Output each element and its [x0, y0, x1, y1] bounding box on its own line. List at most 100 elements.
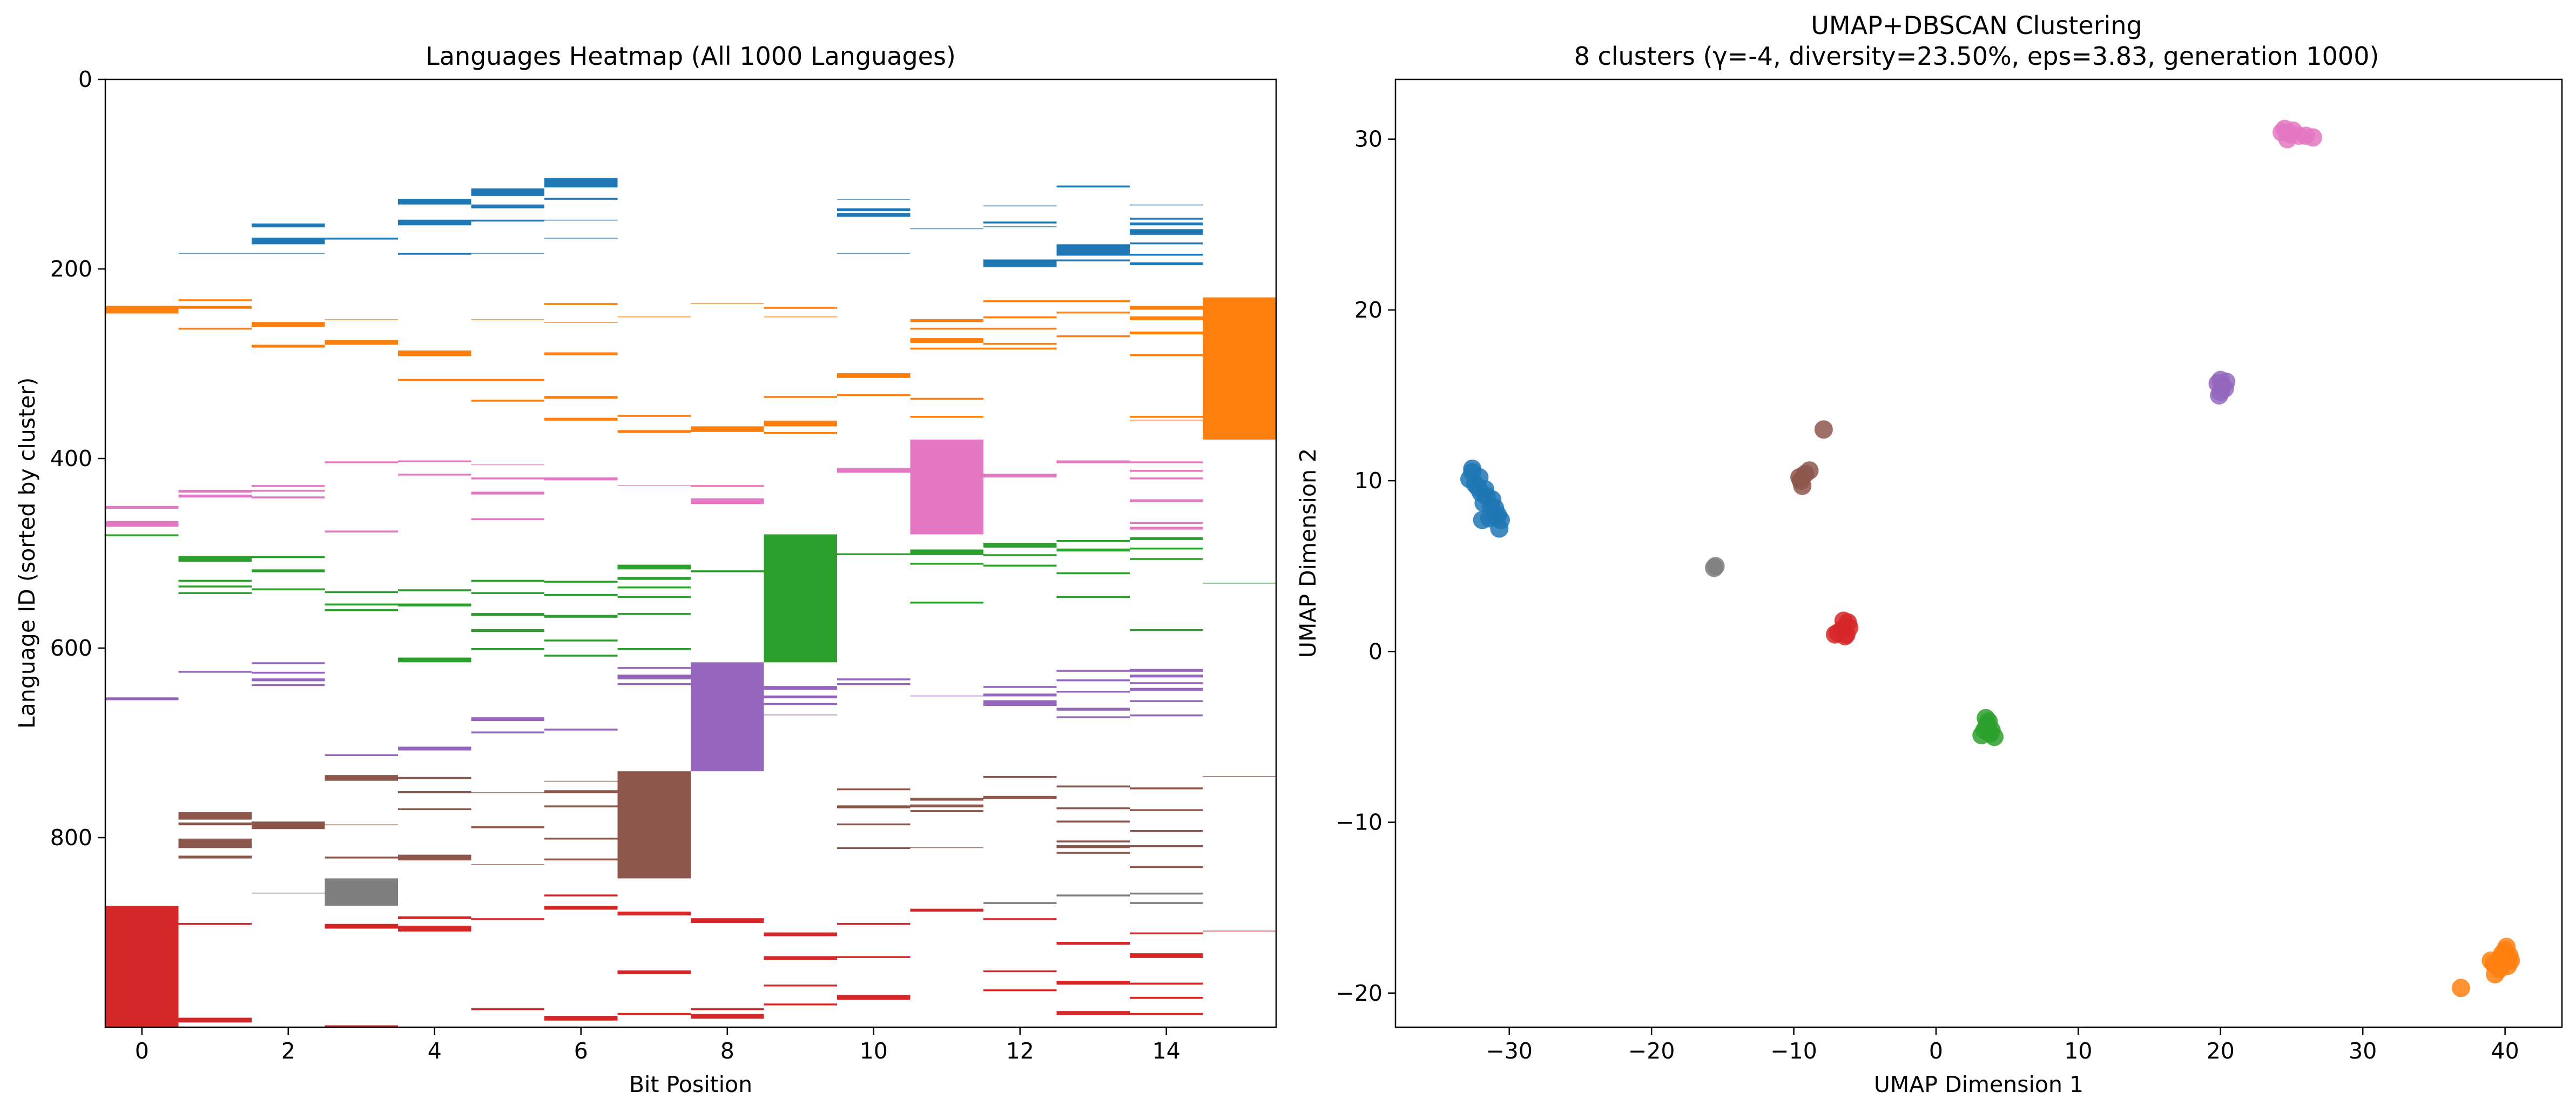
scatter-title-line-2: 8 clusters (γ=-4, diversity=23.50%, eps=…: [1574, 42, 2379, 71]
heatmap-cell: [910, 228, 983, 230]
heatmap-cell: [178, 838, 252, 848]
heatmap-cell: [837, 956, 911, 958]
heatmap-cell: [544, 780, 618, 782]
heatmap-x-label: Bit Position: [629, 1071, 752, 1097]
heatmap-cell: [617, 683, 691, 685]
heatmap-cell: [178, 585, 252, 588]
heatmap-block: [1203, 297, 1276, 440]
heatmap-cell: [1130, 809, 1203, 811]
heatmap-x-tick-label: 2: [281, 1038, 295, 1064]
scatter-y-tick-label: −20: [1336, 980, 1383, 1006]
heatmap-cell: [252, 556, 325, 558]
heatmap-cell: [1056, 894, 1130, 897]
heatmap-cell: [910, 549, 983, 556]
heatmap-cell: [471, 717, 544, 722]
heatmap-cell: [910, 563, 983, 565]
heatmap-cell: [1130, 461, 1203, 463]
scatter-x-tick-label: −10: [1770, 1038, 1817, 1064]
scatter-point: [2497, 938, 2516, 956]
heatmap-cell: [544, 615, 618, 618]
scatter-point: [2498, 956, 2517, 975]
heatmap-cell: [691, 426, 764, 432]
heatmap-cell: [1056, 244, 1130, 256]
heatmap-cell: [1130, 262, 1203, 265]
scatter-y-tick-label: 10: [1354, 468, 1383, 494]
heatmap-cells: [105, 178, 1276, 1027]
heatmap-block: [764, 534, 837, 663]
heatmap-x-tick-label: 6: [574, 1038, 588, 1064]
heatmap-cell: [1130, 204, 1203, 206]
scatter-point: [1790, 468, 1809, 487]
heatmap-cell: [910, 847, 983, 848]
heatmap-cell: [471, 648, 544, 650]
heatmap-cell: [837, 847, 911, 850]
heatmap-cell: [325, 1025, 398, 1027]
heatmap-cell: [983, 564, 1057, 567]
heatmap-x-tick-label: 8: [720, 1038, 734, 1064]
heatmap-x-tick-label: 0: [135, 1038, 149, 1064]
heatmap-cell: [398, 926, 471, 932]
heatmap-cell: [398, 916, 471, 919]
heatmap-cell: [252, 345, 325, 348]
heatmap-cell: [1056, 1011, 1130, 1015]
heatmap-cell: [325, 824, 398, 826]
heatmap-cell: [471, 477, 544, 480]
heatmap-cell: [1056, 707, 1130, 711]
heatmap-cell: [471, 400, 544, 402]
heatmap-cell: [544, 352, 618, 355]
heatmap-cell: [544, 322, 618, 324]
heatmap-cell: [252, 485, 325, 487]
heatmap-cell: [983, 686, 1057, 688]
heatmap-cell: [983, 700, 1057, 706]
heatmap-cell: [398, 808, 471, 811]
heatmap-cell: [544, 838, 618, 840]
heatmap-cell: [252, 238, 325, 245]
heatmap-cell: [837, 394, 911, 396]
heatmap-cell: [544, 219, 618, 221]
heatmap-cell: [1130, 629, 1203, 631]
heatmap-cell: [1130, 953, 1203, 958]
heatmap-cell: [325, 319, 398, 320]
heatmap-cell: [1056, 259, 1130, 261]
heatmap-cell: [398, 657, 471, 663]
heatmap-cell: [178, 494, 252, 497]
heatmap-cell: [837, 213, 911, 217]
heatmap-cell: [398, 746, 471, 751]
heatmap-cell: [1130, 537, 1203, 540]
heatmap-cell: [1056, 300, 1130, 302]
heatmap-cell: [983, 970, 1057, 973]
heatmap-cell: [837, 922, 911, 925]
scatter-point: [1838, 613, 1857, 632]
heatmap-cell: [837, 805, 911, 808]
heatmap-cell: [1056, 942, 1130, 945]
heatmap-cell: [325, 857, 398, 859]
heatmap-cell: [471, 579, 544, 582]
heatmap-cell: [544, 729, 618, 731]
heatmap-cell: [1130, 218, 1203, 220]
heatmap-cell: [178, 306, 252, 309]
heatmap-x-tick-label: 4: [428, 1038, 442, 1064]
heatmap-cell: [1056, 840, 1130, 843]
heatmap-cell: [325, 530, 398, 533]
heatmap-cell: [471, 792, 544, 793]
heatmap-cell: [1203, 582, 1276, 584]
heatmap-cell: [325, 924, 398, 929]
heatmap-cell: [471, 188, 544, 196]
heatmap-cell: [617, 648, 691, 650]
heatmap-cell: [983, 205, 1057, 207]
heatmap-cell: [544, 417, 618, 421]
heatmap-y-tick-label: 400: [50, 446, 92, 471]
scatter-point: [2211, 370, 2230, 389]
heatmap-cell: [1130, 470, 1203, 472]
heatmap-cell: [252, 322, 325, 327]
heatmap-cell: [178, 556, 252, 562]
heatmap-cell: [252, 671, 325, 674]
heatmap-cell: [837, 199, 911, 200]
heatmap-cell: [764, 686, 837, 690]
scatter-x-tick-label: 40: [2491, 1038, 2519, 1064]
heatmap-cell: [178, 1017, 252, 1023]
heatmap-block: [910, 439, 983, 535]
heatmap-cell: [398, 199, 471, 205]
heatmap-cell: [325, 238, 398, 240]
